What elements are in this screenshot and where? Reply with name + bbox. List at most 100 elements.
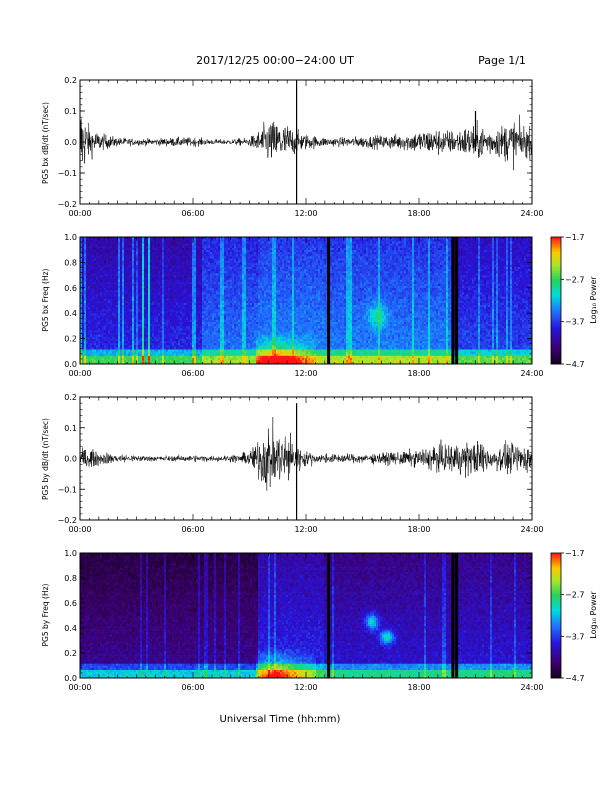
spectrogram-cell xyxy=(120,275,122,277)
spectrogram-cell xyxy=(122,330,124,332)
spectrogram-cell xyxy=(184,328,186,330)
spectrogram-cell xyxy=(144,269,146,271)
spectrogram-cell xyxy=(94,330,96,332)
spectrogram-cell xyxy=(156,303,158,305)
spectrogram-cell xyxy=(90,315,92,317)
spectrogram-cell xyxy=(164,286,166,288)
spectrogram-cell xyxy=(106,258,108,260)
spectrogram-cell xyxy=(222,339,224,341)
spectrogram-cell xyxy=(202,245,204,247)
spectrogram-cell xyxy=(134,328,136,330)
spectrogram-cell xyxy=(218,358,220,360)
spectrogram-cell xyxy=(120,326,122,328)
spectrogram-cell xyxy=(136,358,138,360)
spectrogram-cell xyxy=(216,256,218,258)
spectrogram-cell xyxy=(150,279,152,281)
spectrogram-cell xyxy=(120,328,122,330)
spectrogram-cell xyxy=(216,260,218,262)
spectrogram-cell xyxy=(116,288,118,290)
spectrogram-cell xyxy=(136,301,138,303)
spectrogram-cell xyxy=(130,336,132,338)
spectrogram-cell xyxy=(122,303,124,305)
spectrogram-cell xyxy=(170,339,172,341)
spectrogram-cell xyxy=(144,324,146,326)
spectrogram-cell xyxy=(214,281,216,283)
spectrogram-cell xyxy=(230,343,232,345)
spectrogram-cell xyxy=(106,239,108,241)
spectrogram-cell xyxy=(114,358,116,360)
spectrogram-cell xyxy=(200,334,202,336)
spectrogram-cell xyxy=(238,254,240,256)
spectrogram-cell xyxy=(150,294,152,296)
spectrogram-cell xyxy=(206,358,208,360)
spectrogram-cell xyxy=(156,320,158,322)
spectrogram-cell xyxy=(236,258,238,260)
spectrogram-cell xyxy=(234,254,236,256)
spectrogram-cell xyxy=(88,322,90,324)
spectrogram-cell xyxy=(176,286,178,288)
spectrogram-cell xyxy=(110,284,112,286)
spectrogram-cell xyxy=(206,349,208,351)
spectrogram-cell xyxy=(106,252,108,254)
spectrogram-cell xyxy=(142,351,144,353)
spectrogram-cell xyxy=(120,260,122,262)
spectrogram-cell xyxy=(164,241,166,243)
spectrogram-cell xyxy=(170,290,172,292)
spectrogram-cell xyxy=(96,275,98,277)
spectrogram-cell xyxy=(160,324,162,326)
spectrogram-cell xyxy=(222,349,224,351)
spectrogram-cell xyxy=(164,284,166,286)
spectrogram-cell xyxy=(232,271,234,273)
spectrogram-cell xyxy=(238,298,240,300)
spectrogram-cell xyxy=(178,239,180,241)
spectrogram-cell xyxy=(158,330,160,332)
spectrogram-cell xyxy=(176,267,178,269)
spectrogram-cell xyxy=(210,317,212,319)
spectrogram-cell xyxy=(104,356,106,358)
spectrogram-cell xyxy=(214,277,216,279)
spectrogram-cell xyxy=(134,305,136,307)
spectrogram-cell xyxy=(236,345,238,347)
spectrogram-cell xyxy=(96,269,98,271)
spectrogram-cell xyxy=(212,345,214,347)
spectrogram-cell xyxy=(196,320,198,322)
spectrogram-cell xyxy=(110,290,112,292)
spectrogram-cell xyxy=(146,258,148,260)
spectrogram-cell xyxy=(234,358,236,360)
spectrogram-cell xyxy=(126,328,128,330)
spectrogram-cell xyxy=(208,254,210,256)
spectrogram-cell xyxy=(150,360,152,362)
spectrogram-cell xyxy=(144,265,146,267)
spectrogram-cell xyxy=(100,349,102,351)
spectrogram-cell xyxy=(100,245,102,247)
spectrogram-cell xyxy=(120,258,122,260)
spectrogram-cell xyxy=(172,269,174,271)
spectrogram-cell xyxy=(98,313,100,315)
spectrogram-cell xyxy=(94,343,96,345)
spectrogram-cell xyxy=(222,317,224,319)
spectrogram-cell xyxy=(202,351,204,353)
spectrogram-cell xyxy=(168,307,170,309)
spectrogram-cell xyxy=(172,265,174,267)
spectrogram-cell xyxy=(160,315,162,317)
spectrogram-cell xyxy=(118,292,120,294)
spectrogram-cell xyxy=(226,353,228,355)
spectrogram-cell xyxy=(222,358,224,360)
spectrogram-cell xyxy=(214,252,216,254)
spectrogram-cell xyxy=(228,351,230,353)
spectrogram-cell xyxy=(164,275,166,277)
spectrogram-cell xyxy=(160,339,162,341)
spectrogram-cell xyxy=(196,245,198,247)
spectrogram-cell xyxy=(94,341,96,343)
spectrogram-cell xyxy=(96,245,98,247)
spectrogram-cell xyxy=(92,290,94,292)
spectrogram-cell xyxy=(150,356,152,358)
spectrogram-cell xyxy=(162,309,164,311)
spectrogram-cell xyxy=(104,288,106,290)
spectrogram-cell xyxy=(86,286,88,288)
spectrogram-cell xyxy=(112,239,114,241)
spectrogram-cell xyxy=(202,241,204,243)
spectrogram-cell xyxy=(154,303,156,305)
spectrogram-cell xyxy=(118,345,120,347)
spectrogram-cell xyxy=(134,309,136,311)
